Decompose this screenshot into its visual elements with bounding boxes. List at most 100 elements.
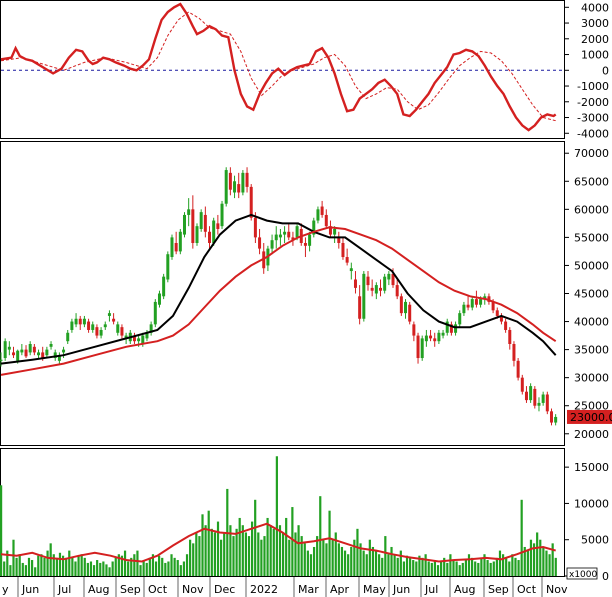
macd-panel xyxy=(0,2,564,132)
candle-body-109 xyxy=(454,324,458,333)
volume-bar-129 xyxy=(399,550,402,576)
volume-bar-115 xyxy=(356,528,359,576)
volume-bar-122 xyxy=(378,554,381,576)
volume-bar-33 xyxy=(102,561,105,576)
candle-body-94 xyxy=(391,273,395,286)
volume-bar-51 xyxy=(158,555,161,576)
volume-bar-102 xyxy=(316,536,319,576)
price-panel xyxy=(0,167,558,426)
candle-body-46 xyxy=(191,209,195,243)
candle-body-24 xyxy=(99,329,103,336)
candle-body-111 xyxy=(462,304,466,314)
volume-bar-50 xyxy=(154,561,158,576)
volume-bar-135 xyxy=(418,555,421,576)
candle-body-70 xyxy=(291,237,295,241)
volume-bar-15 xyxy=(46,550,49,576)
volume-bar-132 xyxy=(409,557,412,576)
x-tick-label-2: Jul xyxy=(57,583,71,596)
volume-bar-48 xyxy=(148,557,151,576)
volume-bar-21 xyxy=(65,557,68,576)
volume-bar-120 xyxy=(371,546,375,576)
candle-body-124 xyxy=(516,360,520,378)
volume-y-tick-label-1: 10000 xyxy=(574,497,609,510)
candle-body-121 xyxy=(504,321,508,330)
volume-bar-46 xyxy=(142,560,145,576)
volume-bar-35 xyxy=(108,567,111,576)
volume-bar-144 xyxy=(446,562,449,576)
volume-bar-41 xyxy=(127,561,130,576)
volume-bar-150 xyxy=(464,560,467,576)
candle-body-62 xyxy=(258,237,262,249)
volume-bar-153 xyxy=(474,561,477,576)
candle-body-76 xyxy=(316,209,320,221)
candle-body-23 xyxy=(95,327,99,336)
candle-body-82 xyxy=(341,243,345,258)
candle-body-25 xyxy=(103,324,107,328)
volume-bar-20 xyxy=(61,555,65,576)
candle-body-130 xyxy=(541,394,545,403)
volume-bar-140 xyxy=(433,560,437,576)
candle-body-18 xyxy=(74,318,78,325)
volume-bar-147 xyxy=(455,561,458,576)
volume-bar-26 xyxy=(80,554,83,576)
candle-body-92 xyxy=(383,276,387,291)
macd-y-tick-label-7: -3000 xyxy=(577,112,609,125)
candle-body-87 xyxy=(362,273,366,319)
volume-unit-box xyxy=(566,567,598,580)
volume-bar-84 xyxy=(260,539,263,576)
candle-body-45 xyxy=(187,209,191,215)
volume-bar-60 xyxy=(185,554,189,576)
candle-body-89 xyxy=(370,287,374,291)
volume-bar-16 xyxy=(49,543,52,576)
volume-bar-149 xyxy=(461,562,464,576)
volume-bar-107 xyxy=(331,539,334,576)
macd-y-tick-label-1: 3000 xyxy=(581,17,609,30)
volume-bar-127 xyxy=(393,554,396,576)
volume-bar-94 xyxy=(291,507,294,576)
volume-bar-27 xyxy=(83,557,86,576)
volume-bar-90 xyxy=(278,525,282,576)
volume-bar-112 xyxy=(347,554,350,576)
volume-bar-117 xyxy=(362,550,365,576)
candle-body-58 xyxy=(241,172,245,193)
volume-bar-59 xyxy=(182,561,186,576)
candle-body-75 xyxy=(312,220,316,235)
candle-body-83 xyxy=(345,257,349,263)
candle-body-105 xyxy=(437,332,441,342)
candle-body-59 xyxy=(245,172,249,187)
volume-bar-105 xyxy=(325,543,328,576)
candle-body-22 xyxy=(91,324,95,330)
price-ma-line-1 xyxy=(0,213,557,365)
volume-bar-109 xyxy=(337,543,340,576)
candle-body-67 xyxy=(278,234,282,238)
candle-body-61 xyxy=(253,217,257,238)
volume-bar-88 xyxy=(272,528,275,576)
volume-bar-100 xyxy=(309,554,313,576)
volume-bar-18 xyxy=(55,557,58,576)
volume-bar-158 xyxy=(489,562,492,576)
volume-bar-14 xyxy=(43,557,46,576)
macd-panel-frame xyxy=(0,0,565,139)
volume-bar-133 xyxy=(412,560,415,576)
volume-bar-95 xyxy=(294,532,297,576)
volume-bar-1 xyxy=(3,561,6,576)
volume-bar-143 xyxy=(443,557,446,576)
volume-bar-177 xyxy=(548,554,551,576)
volume-bar-99 xyxy=(306,550,309,576)
candle-body-32 xyxy=(132,335,136,342)
candle-body-110 xyxy=(458,313,462,325)
volume-bar-5 xyxy=(15,557,18,576)
candle-body-85 xyxy=(353,279,357,288)
volume-y-tick-label-3: 0 xyxy=(602,570,609,583)
candle-body-84 xyxy=(349,268,353,272)
volume-bar-121 xyxy=(374,550,378,576)
volume-bar-32 xyxy=(99,562,102,576)
volume-bar-2 xyxy=(6,550,9,576)
candle-body-69 xyxy=(287,231,291,238)
volume-bar-128 xyxy=(396,557,399,576)
volume-panel xyxy=(0,456,557,576)
candle-body-97 xyxy=(404,301,408,314)
candle-body-19 xyxy=(78,318,82,325)
volume-bar-23 xyxy=(71,557,74,576)
